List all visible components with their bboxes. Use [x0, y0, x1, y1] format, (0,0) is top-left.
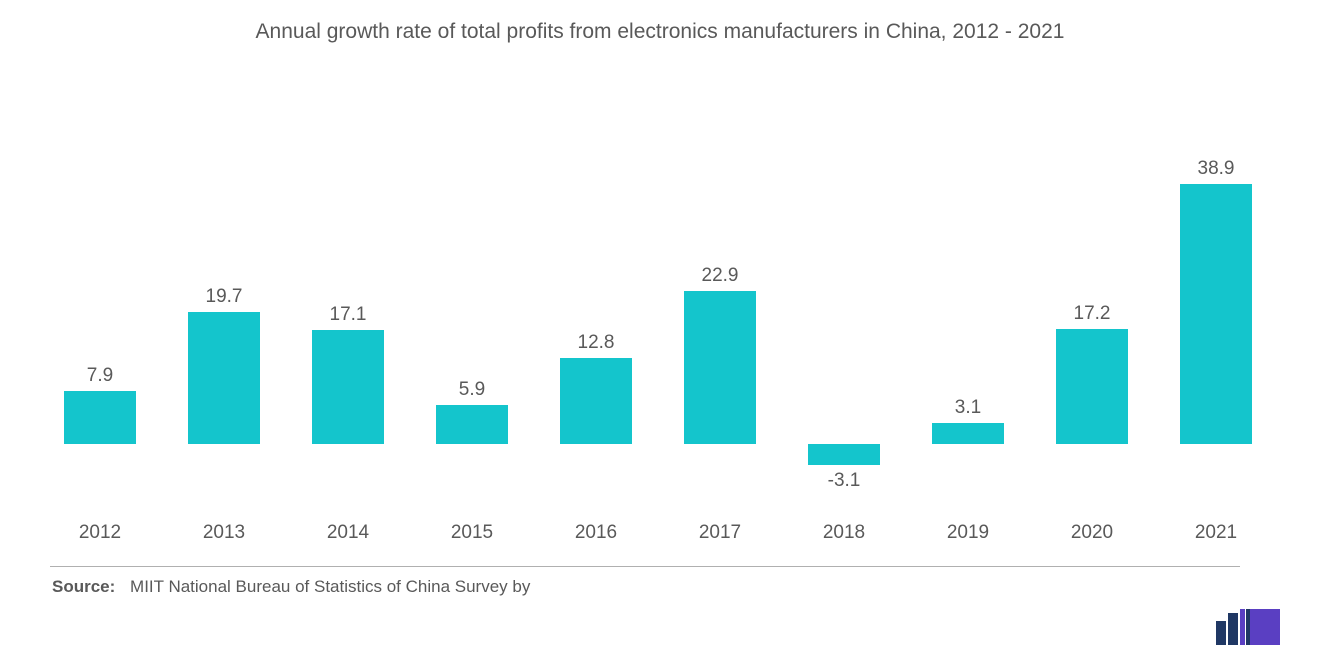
bar: [1056, 329, 1128, 444]
bar: [560, 358, 632, 444]
x-axis-label: 2019: [908, 522, 1028, 544]
bar: [188, 312, 260, 444]
x-axis-label: 2013: [164, 522, 284, 544]
x-axis-label: 2021: [1156, 522, 1276, 544]
data-label: 7.9: [40, 365, 160, 387]
bar-group: 38.9: [1180, 84, 1252, 514]
bar-group: 19.7: [188, 84, 260, 514]
bar: [932, 423, 1004, 444]
x-axis-label: 2020: [1032, 522, 1152, 544]
bar: [1180, 184, 1252, 444]
bar: [312, 330, 384, 444]
bar: [64, 391, 136, 444]
data-label: 12.8: [536, 332, 656, 354]
x-axis-label: 2015: [412, 522, 532, 544]
bar: [684, 291, 756, 444]
bar-group: 22.9: [684, 84, 756, 514]
x-axis-label: 2017: [660, 522, 780, 544]
bar-group: 17.1: [312, 84, 384, 514]
source-line: Source: MIIT National Bureau of Statisti…: [52, 577, 1280, 597]
x-axis-label: 2016: [536, 522, 656, 544]
data-label: 22.9: [660, 265, 780, 287]
data-label: 38.9: [1156, 158, 1276, 180]
footer-divider: [50, 566, 1240, 567]
bar-group: 12.8: [560, 84, 632, 514]
brand-logo: [1216, 609, 1280, 645]
bar-group: -3.1: [808, 84, 880, 514]
bar-group: 3.1: [932, 84, 1004, 514]
source-text: MIIT National Bureau of Statistics of Ch…: [130, 577, 530, 596]
data-label: 17.1: [288, 304, 408, 326]
data-label: 17.2: [1032, 303, 1152, 325]
bar: [436, 405, 508, 444]
data-label: 5.9: [412, 379, 532, 401]
chart-title: Annual growth rate of total profits from…: [40, 20, 1280, 44]
data-label: 3.1: [908, 397, 1028, 419]
data-label: 19.7: [164, 286, 284, 308]
bar: [808, 444, 880, 465]
bar-group: 7.9: [64, 84, 136, 514]
source-label: Source:: [52, 577, 115, 596]
x-axis-label: 2014: [288, 522, 408, 544]
data-label: -3.1: [784, 470, 904, 492]
plot-area: 7.919.717.15.912.822.9-3.13.117.238.9: [40, 84, 1280, 514]
bar-group: 17.2: [1056, 84, 1128, 514]
x-axis-label: 2018: [784, 522, 904, 544]
x-axis-label: 2012: [40, 522, 160, 544]
bar-group: 5.9: [436, 84, 508, 514]
x-axis: 2012201320142015201620172018201920202021: [40, 514, 1280, 554]
chart-container: Annual growth rate of total profits from…: [0, 0, 1320, 665]
